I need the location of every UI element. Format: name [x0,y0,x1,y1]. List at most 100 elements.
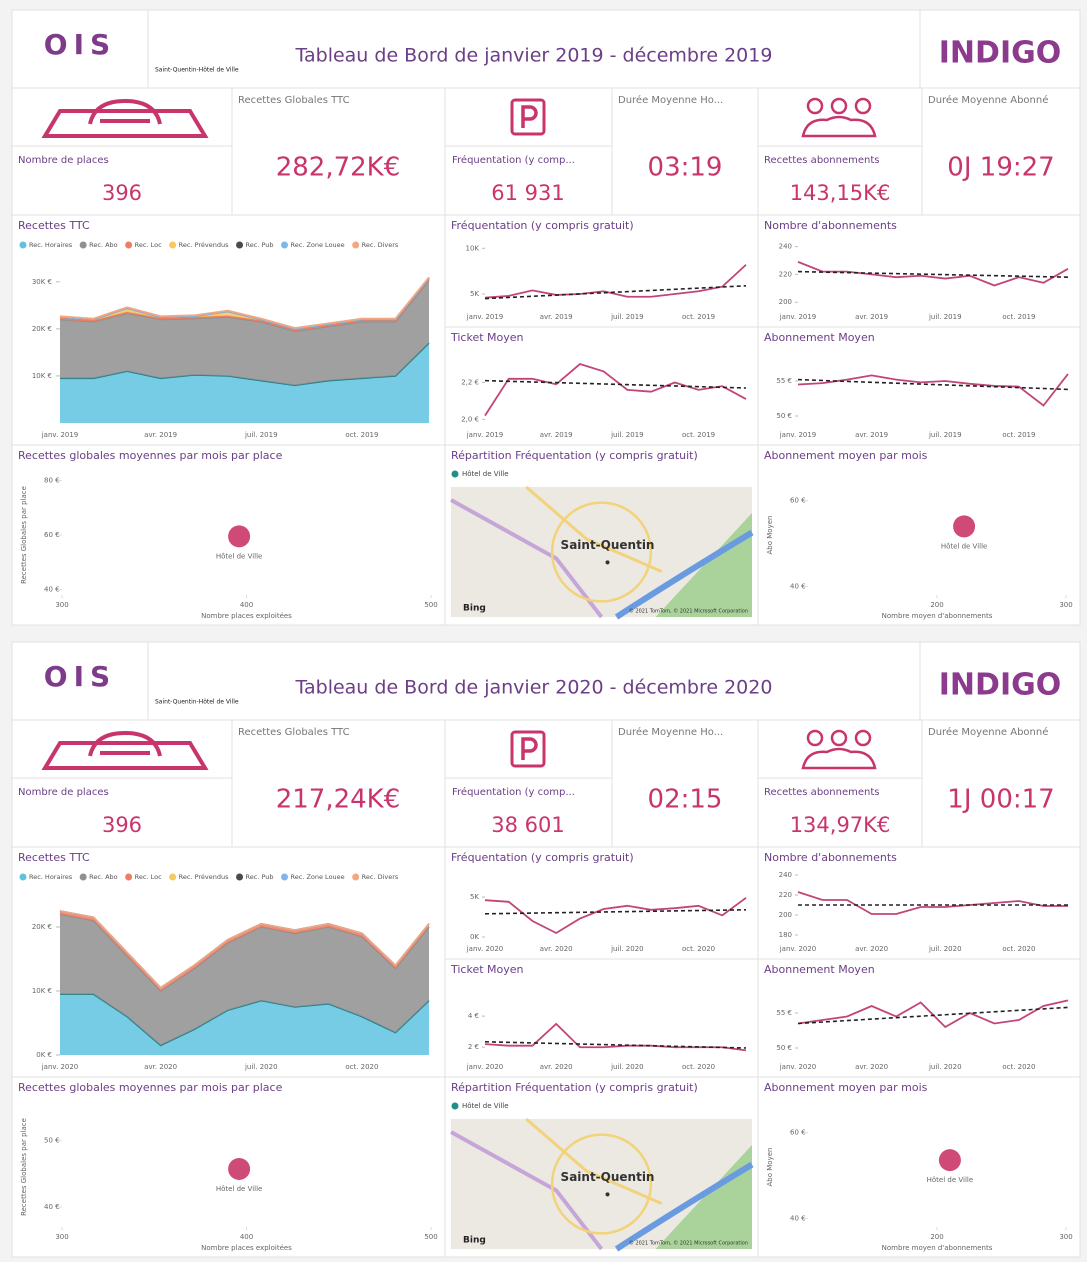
x-tick-label: avr. 2019 [540,313,573,321]
map-copyright: © 2021 TomTom, © 2021 Microsoft Corporat… [629,608,748,615]
x-tick-label: juil. 2019 [928,431,962,439]
y-axis-label: Recettes Globales par place [20,1118,28,1216]
y-tick-label: 200 [779,298,792,306]
y-tick-label: 60 € [790,497,806,505]
y-tick-label: 2 € [468,1043,479,1051]
x-tick-label: oct. 2019 [1002,431,1035,439]
kpi-value: 134,97K€ [790,813,891,837]
panel [758,445,1080,625]
x-tick-label: avr. 2019 [855,431,888,439]
map-provider: Bing [463,1236,486,1246]
x-tick-label: oct. 2019 [1002,313,1035,321]
legend-marker [169,242,176,249]
x-tick-label: juil. 2020 [610,1063,644,1071]
legend-marker [125,874,132,881]
legend-marker [352,874,359,881]
kpi-label: Durée Moyenne Ho... [618,726,723,738]
y-tick-label: 30K € [32,278,52,286]
y-tick-label: 40 € [790,582,806,590]
x-tick-label: janv. 2019 [779,431,817,439]
y-tick-label: 20K € [32,923,52,931]
legend-label: Rec. Prévendus [179,873,229,881]
legend-marker [352,242,359,249]
legend-label: Rec. Prévendus [179,241,229,249]
kpi-value: 0J 19:27 [947,153,1054,183]
map-place: Saint-Quentin [561,538,655,552]
y-tick-label: 40 € [44,1203,60,1211]
point [228,1158,250,1180]
x-tick-label: juil. 2019 [610,313,644,321]
y-axis-label: Abo Moyen [766,516,774,555]
y-tick-label: 240 [779,871,792,879]
legend-label: Rec. Zone Louee [291,873,345,881]
x-tick-label: 400 [240,1233,253,1241]
legend-label: Rec. Divers [362,241,399,249]
point-label: Hôtel de Ville [927,1176,974,1184]
y-tick-label: 50 € [776,412,792,420]
kpi-label: Recettes abonnements [764,155,879,166]
y-tick-label: 10K € [32,372,52,380]
legend-label: Rec. Loc [135,873,162,881]
panel [445,88,612,146]
x-tick-label: oct. 2020 [345,1063,378,1071]
y-tick-label: 80 € [44,476,60,484]
y-tick-label: 2,2 € [461,378,479,386]
y-tick-label: 40 € [44,586,60,594]
kpi-value: 03:19 [648,153,723,183]
legend-marker [20,242,27,249]
x-tick-label: avr. 2020 [855,945,888,953]
legend-marker [236,242,243,249]
legend-label: Hôtel de Ville [462,1102,509,1110]
legend-label: Rec. Horaires [29,873,73,881]
legend-marker [20,874,27,881]
y-tick-label: 55 € [776,1009,792,1017]
chart-title: Fréquentation (y compris gratuit) [451,851,634,864]
map-place: Saint-Quentin [561,1170,655,1184]
panel [232,88,445,215]
legend-label: Rec. Abo [89,873,118,881]
x-tick-label: 300 [1059,1233,1072,1241]
x-tick-label: avr. 2020 [144,1063,177,1071]
y-axis-label: Recettes Globales par place [20,486,28,584]
y-tick-label: 0K € [36,1051,52,1059]
brand: INDIGO [939,36,1061,71]
chart-title: Abonnement moyen par mois [764,1081,928,1094]
y-tick-label: 10K [466,244,480,252]
x-tick-label: 300 [1059,601,1072,609]
x-tick-label: 300 [55,1233,68,1241]
kpi-value: 1J 00:17 [947,785,1054,815]
x-tick-label: avr. 2019 [855,313,888,321]
y-tick-label: 40 € [790,1214,806,1222]
y-tick-label: 50 € [44,1136,60,1144]
x-tick-label: janv. 2019 [466,313,504,321]
kpi-label: Durée Moyenne Abonné [928,726,1048,738]
kpi-value: 02:15 [648,785,723,815]
y-tick-label: 60 € [790,1129,806,1137]
chart-title: Recettes globales moyennes par mois par … [18,1081,283,1094]
map-provider: Bing [463,604,486,614]
site-name: Saint-Quentin-Hôtel de Ville [155,67,239,74]
point [228,525,250,547]
point [939,1149,961,1171]
legend-marker [125,242,132,249]
x-tick-label: oct. 2020 [1002,945,1035,953]
x-tick-label: juil. 2019 [244,431,278,439]
chart-title: Recettes globales moyennes par mois par … [18,449,283,462]
legend-marker [236,874,243,881]
kpi-label: Nombre de places [18,787,109,798]
kpi-label: Durée Moyenne Abonné [928,94,1048,106]
y-tick-label: 0K [470,933,479,941]
chart-title: Recettes TTC [18,219,90,232]
legend-label: Hôtel de Ville [462,470,509,478]
panel [445,720,612,778]
panel [922,88,1080,215]
x-axis-label: Nombre moyen d'abonnements [882,1244,993,1252]
panel [445,959,758,1077]
x-tick-label: avr. 2019 [540,431,573,439]
y-tick-label: 55 € [776,377,792,385]
panel [612,720,758,847]
x-tick-label: oct. 2020 [682,1063,715,1071]
point [953,515,975,537]
chart-title: Répartition Fréquentation (y compris gra… [451,1081,698,1094]
x-tick-label: oct. 2020 [1002,1063,1035,1071]
